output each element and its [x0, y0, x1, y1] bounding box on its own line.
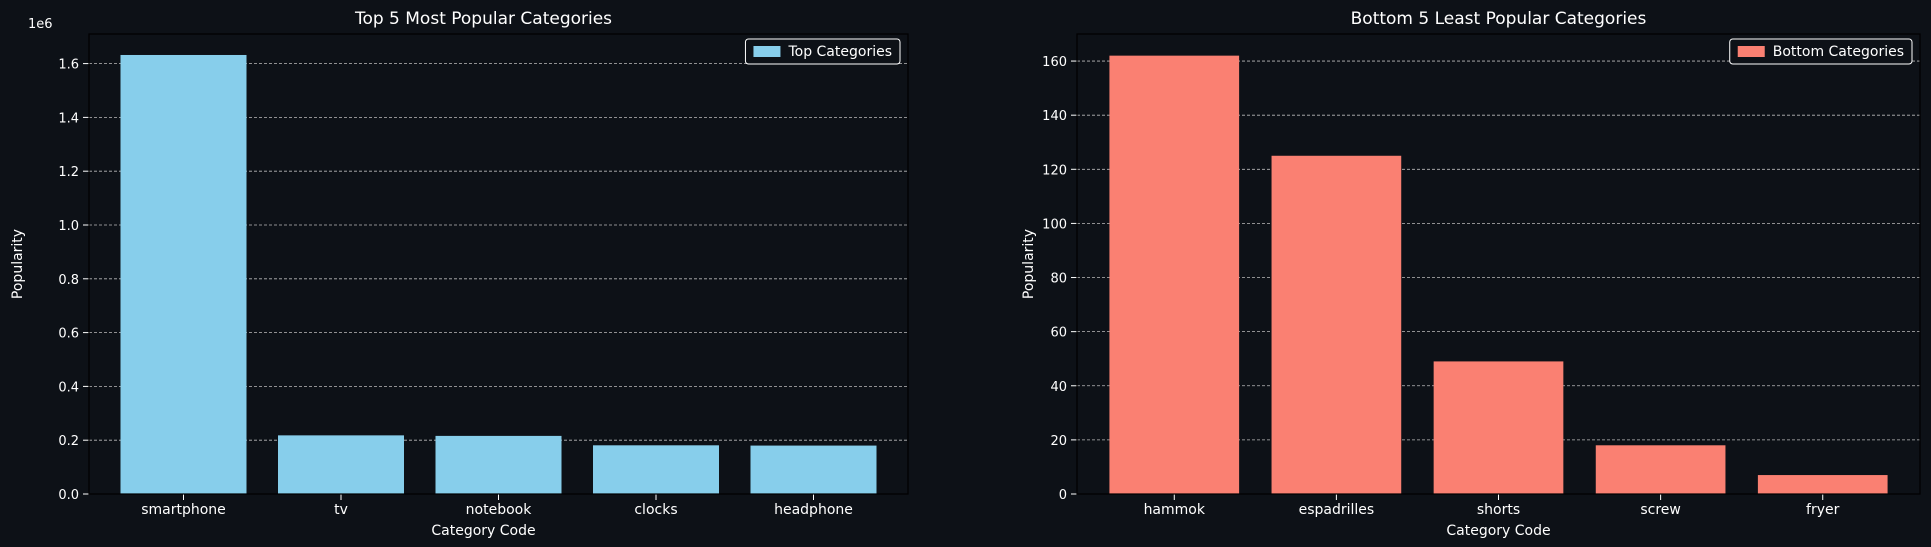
x-tick-label: smartphone [141, 502, 226, 518]
y-tick-label: 20 [1050, 434, 1067, 449]
axes: 0.0 0.2 0.4 0.6 0.8 1.0 1.2 1.4 1.6 smartphone tv n… [58, 33, 909, 518]
legend: Top Categories [744, 38, 901, 65]
chart-title: Bottom 5 Least Popular Categories [1351, 9, 1647, 29]
bar-tv [278, 435, 404, 494]
y-tick-label: 80 [1050, 272, 1067, 287]
legend-swatch [753, 46, 781, 57]
y-tick-label: 1.6 [58, 58, 79, 73]
y-tick-label: 120 [1042, 163, 1067, 178]
bar-fryer [1757, 475, 1888, 494]
y-tick-label: 160 [1042, 55, 1067, 70]
legend-label: Top Categories [787, 44, 892, 60]
bar-headphone [750, 445, 877, 494]
y-tick-label: 0.2 [58, 434, 79, 449]
y-tick-label: 0.8 [58, 273, 79, 288]
y-tick-label: 100 [1042, 217, 1067, 232]
bar-espadrilles [1271, 155, 1402, 494]
axes: 0 20 40 60 80 100 120 140 160 hammok espadrilles sh… [1042, 33, 1921, 518]
legend-frame [744, 38, 901, 65]
bar-smartphone [120, 54, 247, 495]
x-tick-label: espadrilles [1299, 502, 1375, 518]
y-tick-label: 0.0 [58, 488, 79, 503]
y-tick-label: 0.6 [58, 327, 79, 342]
bar-shorts [1433, 361, 1564, 494]
x-axis-label: Category Code [431, 523, 535, 539]
x-axis-label: Category Code [1446, 523, 1550, 539]
x-tick-label: shorts [1477, 502, 1520, 518]
x-tick-label: screw [1640, 502, 1681, 518]
x-tick-label: hammok [1144, 502, 1206, 518]
bar-screw [1595, 445, 1726, 494]
legend: Bottom Categories [1729, 38, 1913, 65]
y-tick-label: 140 [1042, 109, 1067, 124]
y-axis-label: Popularity [1021, 229, 1037, 299]
bars [1109, 55, 1888, 494]
plot-frame [1076, 33, 1921, 495]
bar-notebook [435, 435, 562, 494]
y-tick-label: 40 [1050, 380, 1067, 395]
y-tick-label: 1.0 [58, 219, 79, 234]
y-tick-label: 0 [1059, 488, 1067, 503]
bar-hammok [1109, 55, 1240, 494]
y-axis-label: Popularity [10, 229, 26, 299]
top-categories-chart: Top 5 Most Popular Categories Popularity… [10, 9, 909, 539]
x-tick-label: tv [334, 502, 348, 518]
bottom-categories-chart: Bottom 5 Least Popular Categories Popula… [1021, 9, 1921, 539]
legend-swatch [1737, 46, 1765, 57]
x-tick-label: clocks [634, 502, 677, 518]
plot-frame [88, 33, 909, 495]
chart-title: Top 5 Most Popular Categories [354, 9, 612, 29]
legend-frame [1729, 38, 1913, 65]
legend-label: Bottom Categories [1773, 44, 1904, 60]
bars [120, 54, 877, 495]
y-tick-label: 1.2 [58, 165, 79, 180]
y-tick-label: 60 [1050, 326, 1067, 341]
y-offset-label: 1e6 [28, 17, 53, 32]
bar-clocks [593, 445, 719, 494]
x-tick-label: notebook [466, 502, 533, 518]
x-tick-label: headphone [774, 502, 853, 518]
y-tick-label: 0.4 [58, 380, 79, 395]
x-tick-label: fryer [1806, 502, 1840, 518]
y-tick-label: 1.4 [58, 111, 79, 126]
